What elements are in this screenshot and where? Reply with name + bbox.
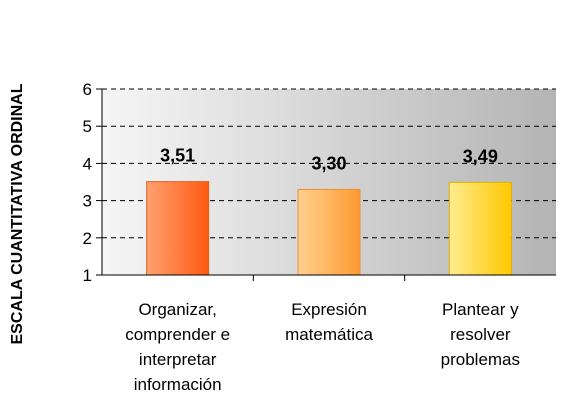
y-tick-label: 6 (83, 80, 92, 99)
axes (96, 88, 556, 281)
y-tick-label: 2 (83, 229, 92, 248)
y-tick-label: 4 (83, 154, 92, 173)
category-label: problemas (441, 350, 520, 369)
y-axis-label: ESCALA CUANTITATIVA ORDINAL (9, 83, 26, 344)
category-label: matemática (285, 325, 373, 344)
category-label: interpretar (139, 350, 217, 369)
category-label: Organizar, (138, 300, 216, 319)
y-tick-label: 5 (83, 117, 92, 136)
bars (146, 181, 512, 276)
data-labels: 3,51 3,30 3,49 (160, 146, 498, 174)
y-tick-label: 1 (83, 266, 92, 285)
bar (146, 181, 210, 276)
category-label: resolver (450, 325, 511, 344)
category-label: Plantear y (442, 300, 519, 319)
y-tick-labels: 1 2 3 4 5 6 (83, 80, 92, 285)
category-label: comprender e (125, 325, 230, 344)
data-label: 3,51 (160, 146, 195, 166)
category-label: Expresión (291, 300, 367, 319)
category-labels: Organizar, comprender e interpretar informa… (125, 300, 520, 394)
y-tick-label: 3 (83, 192, 92, 211)
category-label: información (134, 375, 222, 394)
data-label: 3,30 (311, 153, 346, 173)
bar (297, 188, 361, 276)
bar (448, 181, 512, 276)
data-label: 3,49 (463, 146, 498, 166)
